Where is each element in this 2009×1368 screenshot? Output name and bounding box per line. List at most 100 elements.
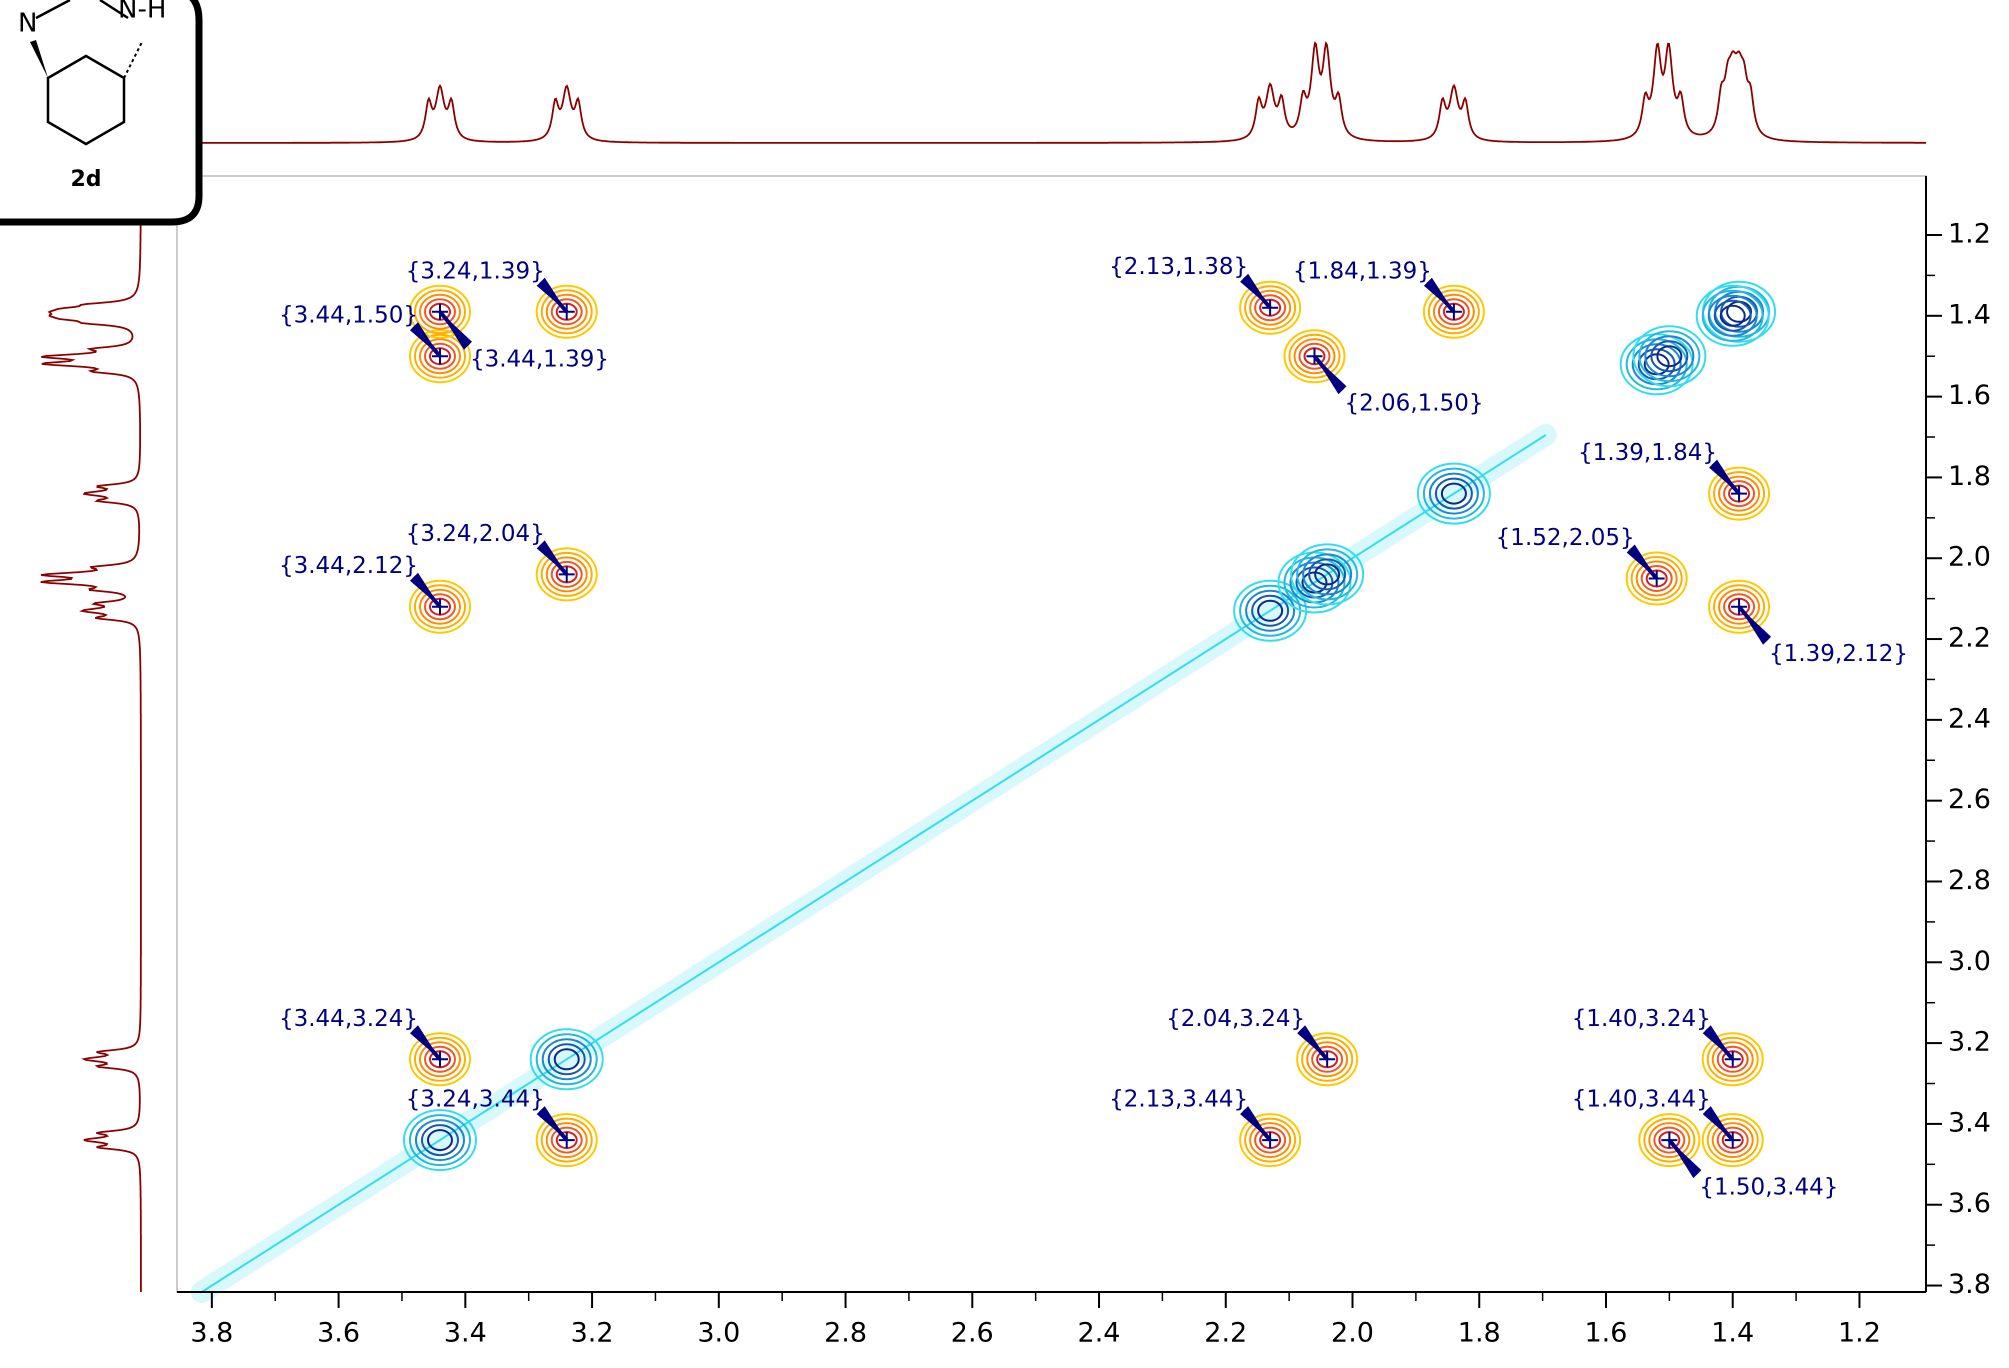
cross-contour (423, 342, 456, 370)
cross-contour (1306, 1041, 1349, 1078)
cross-contour (1293, 338, 1336, 375)
diagonal-contour (1632, 325, 1707, 388)
x-tick-label: 2.2 (1204, 1318, 1247, 1349)
diagonal-contour (535, 1033, 598, 1086)
cross-contour (1701, 1113, 1764, 1168)
diagonal-contour (1314, 563, 1341, 586)
cross-contour (1249, 1122, 1292, 1159)
peak-marker (431, 303, 448, 320)
cross-contour (413, 289, 466, 335)
y-tick-label: 2.0 (1948, 542, 1991, 573)
peak-marker (431, 1051, 448, 1068)
peak-arrow-line (412, 1027, 442, 1061)
diagonal-contour (1701, 289, 1764, 342)
peak-marker (1262, 299, 1279, 316)
peak-label: {1.84,1.39} (1293, 258, 1432, 284)
diagonal-contour (1245, 589, 1296, 632)
cross-contour (545, 556, 588, 593)
cross-contour (1296, 1032, 1359, 1087)
peak-marker (1262, 1132, 1279, 1149)
cross-contour (418, 588, 461, 625)
y-tick-label: 3.0 (1948, 946, 1991, 977)
y-tick-label: 2.6 (1948, 784, 1991, 815)
diagonal-contour (1650, 340, 1689, 373)
cross-contour (1711, 1122, 1754, 1159)
diagonal-contour (408, 1114, 471, 1167)
cross-contour (423, 298, 456, 326)
x-tick-label: 2.4 (1078, 1318, 1121, 1349)
peak-marker (1648, 570, 1665, 587)
x-tick-label: 3.0 (697, 1318, 740, 1349)
ring (46, 54, 126, 146)
peak-marker (431, 348, 448, 365)
peak-label: {2.04,3.24} (1166, 1006, 1305, 1032)
y-tick-label: 2.8 (1948, 865, 1991, 896)
peak-marker (558, 303, 575, 320)
peak-marker (558, 1132, 575, 1149)
cross-contour (1638, 1113, 1701, 1168)
contours (190, 280, 1777, 1303)
cross-contour (1713, 584, 1766, 630)
diagonal-contour (553, 1048, 580, 1071)
cross-contour (550, 560, 583, 588)
cross-contour (1301, 1036, 1354, 1082)
peak-marker (1661, 1132, 1678, 1149)
cross-contour (1635, 560, 1678, 597)
peak-label: {1.52,2.05} (1496, 525, 1635, 551)
peak-label: {3.44,1.50} (279, 303, 418, 329)
y-tick-label: 1.4 (1948, 299, 1991, 330)
y-tick-label: 1.8 (1948, 461, 1991, 492)
cross-contour (1239, 280, 1302, 335)
diagonal-contour (414, 1119, 465, 1162)
diagonal-contour (1695, 284, 1770, 347)
cross-contour (1432, 293, 1475, 330)
diagonal-contour (541, 1038, 592, 1081)
x-tick-label: 1.4 (1711, 1318, 1754, 1349)
peak-label: {1.40,3.24} (1572, 1006, 1711, 1032)
cross-contour (1254, 294, 1287, 322)
peak-marker (1306, 348, 1323, 365)
cross-contour (1427, 289, 1480, 335)
cross-contour (1706, 1117, 1759, 1163)
cross-contour (1708, 579, 1771, 634)
peak-label: {3.44,3.24} (279, 1006, 418, 1032)
peak-arrow-line (1312, 354, 1345, 392)
peak-arrow-line (438, 310, 470, 348)
structure-box (0, 0, 203, 226)
diagonal-contour (1656, 345, 1683, 368)
x-tick-label: 3.8 (190, 1318, 233, 1349)
hash-bond (123, 41, 143, 79)
diagonal-contour (1302, 553, 1353, 596)
peak-arrow-line (1242, 1108, 1272, 1142)
diagonal-contour (1428, 472, 1479, 515)
peak-arrow-line (412, 575, 442, 609)
diagonal-contour (1434, 477, 1473, 510)
peak-label: {1.50,3.44} (1699, 1175, 1838, 1201)
cross-contour (1643, 1117, 1696, 1163)
peak-label: {2.13,1.38} (1109, 254, 1248, 280)
cross-contour (418, 338, 461, 375)
cross-contour (408, 284, 471, 339)
cross-contour (1422, 284, 1485, 339)
y-tick-label: 3.8 (1948, 1269, 1991, 1300)
peak-arrow-line (1737, 605, 1769, 642)
peak-marker (1445, 303, 1462, 320)
cross-contour (540, 551, 593, 597)
cross-contour (1437, 298, 1470, 326)
cross-contour (413, 333, 466, 379)
diagonal-contour (529, 1028, 604, 1091)
diagonal-contour (1638, 330, 1701, 383)
cross-contour (413, 1036, 466, 1082)
cross-contour (418, 1041, 461, 1078)
peak-arrow-line (1299, 1027, 1329, 1061)
diagonal-contour (1726, 300, 1753, 323)
top-projection (177, 40, 1926, 144)
y-tick-label: 3.2 (1948, 1027, 1991, 1058)
compound-label: 2d (70, 167, 101, 192)
cross-contour (1298, 342, 1331, 370)
diagonal-contour (1719, 304, 1746, 327)
peak-arrow-line (1629, 547, 1659, 580)
peak-label: {3.24,2.04} (406, 521, 545, 547)
diagonal-contour (426, 1129, 453, 1152)
